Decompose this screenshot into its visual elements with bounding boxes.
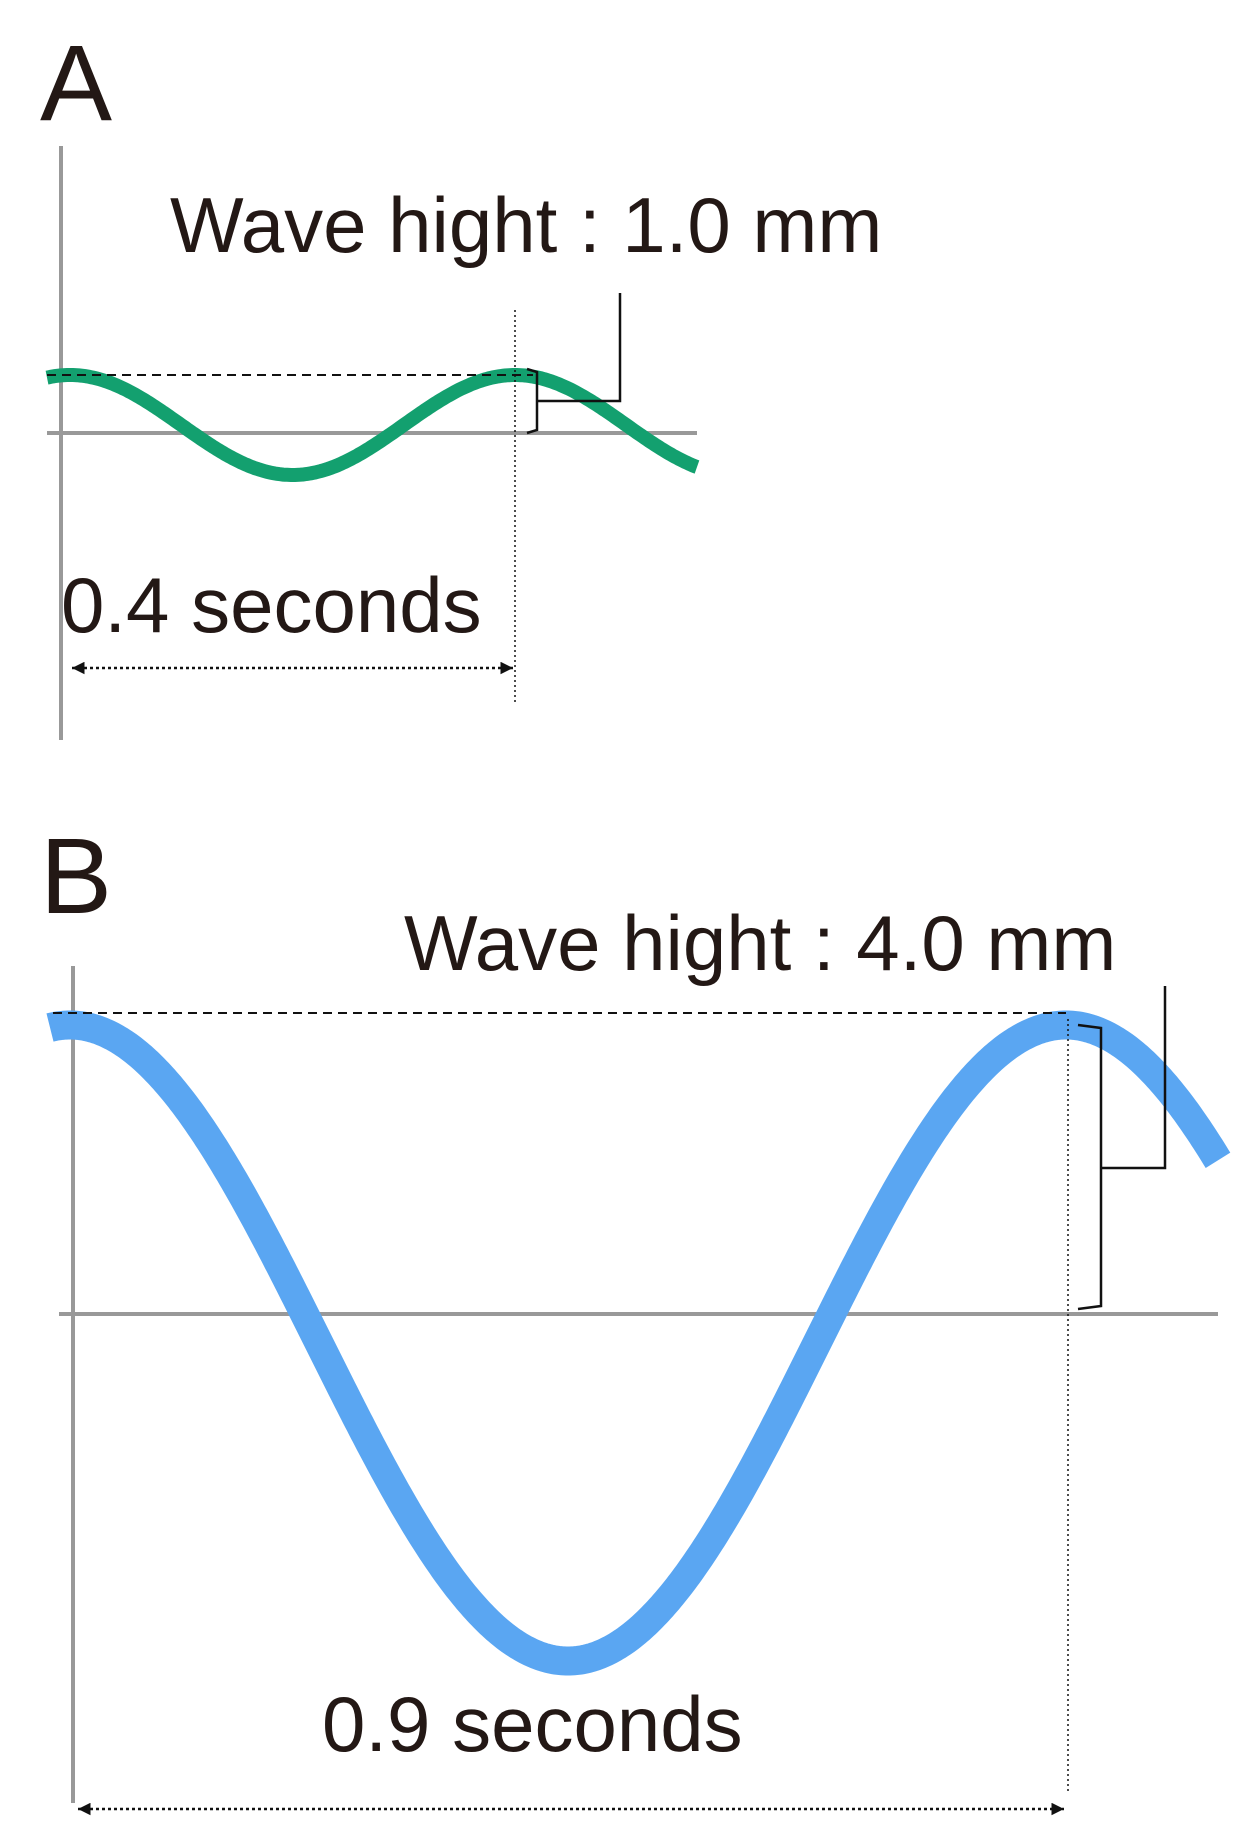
panel-b: B Wave hight : 4.0 mm 0.9 seconds (40, 815, 1231, 1816)
height-label: Wave hight : 1.0 mm (170, 181, 882, 269)
panel-a: A Wave hight : 1.0 mm 0.4 seconds (40, 22, 882, 740)
bracket (1077, 986, 1167, 1311)
wave (45, 368, 700, 482)
wave (46, 1010, 1231, 1676)
period-label: 0.4 seconds (61, 561, 482, 649)
panel-label: B (40, 815, 112, 936)
height-label: Wave hight : 4.0 mm (404, 899, 1116, 987)
panel-label: A (40, 22, 112, 143)
bracket (526, 293, 622, 435)
period-label: 0.9 seconds (322, 1680, 743, 1768)
